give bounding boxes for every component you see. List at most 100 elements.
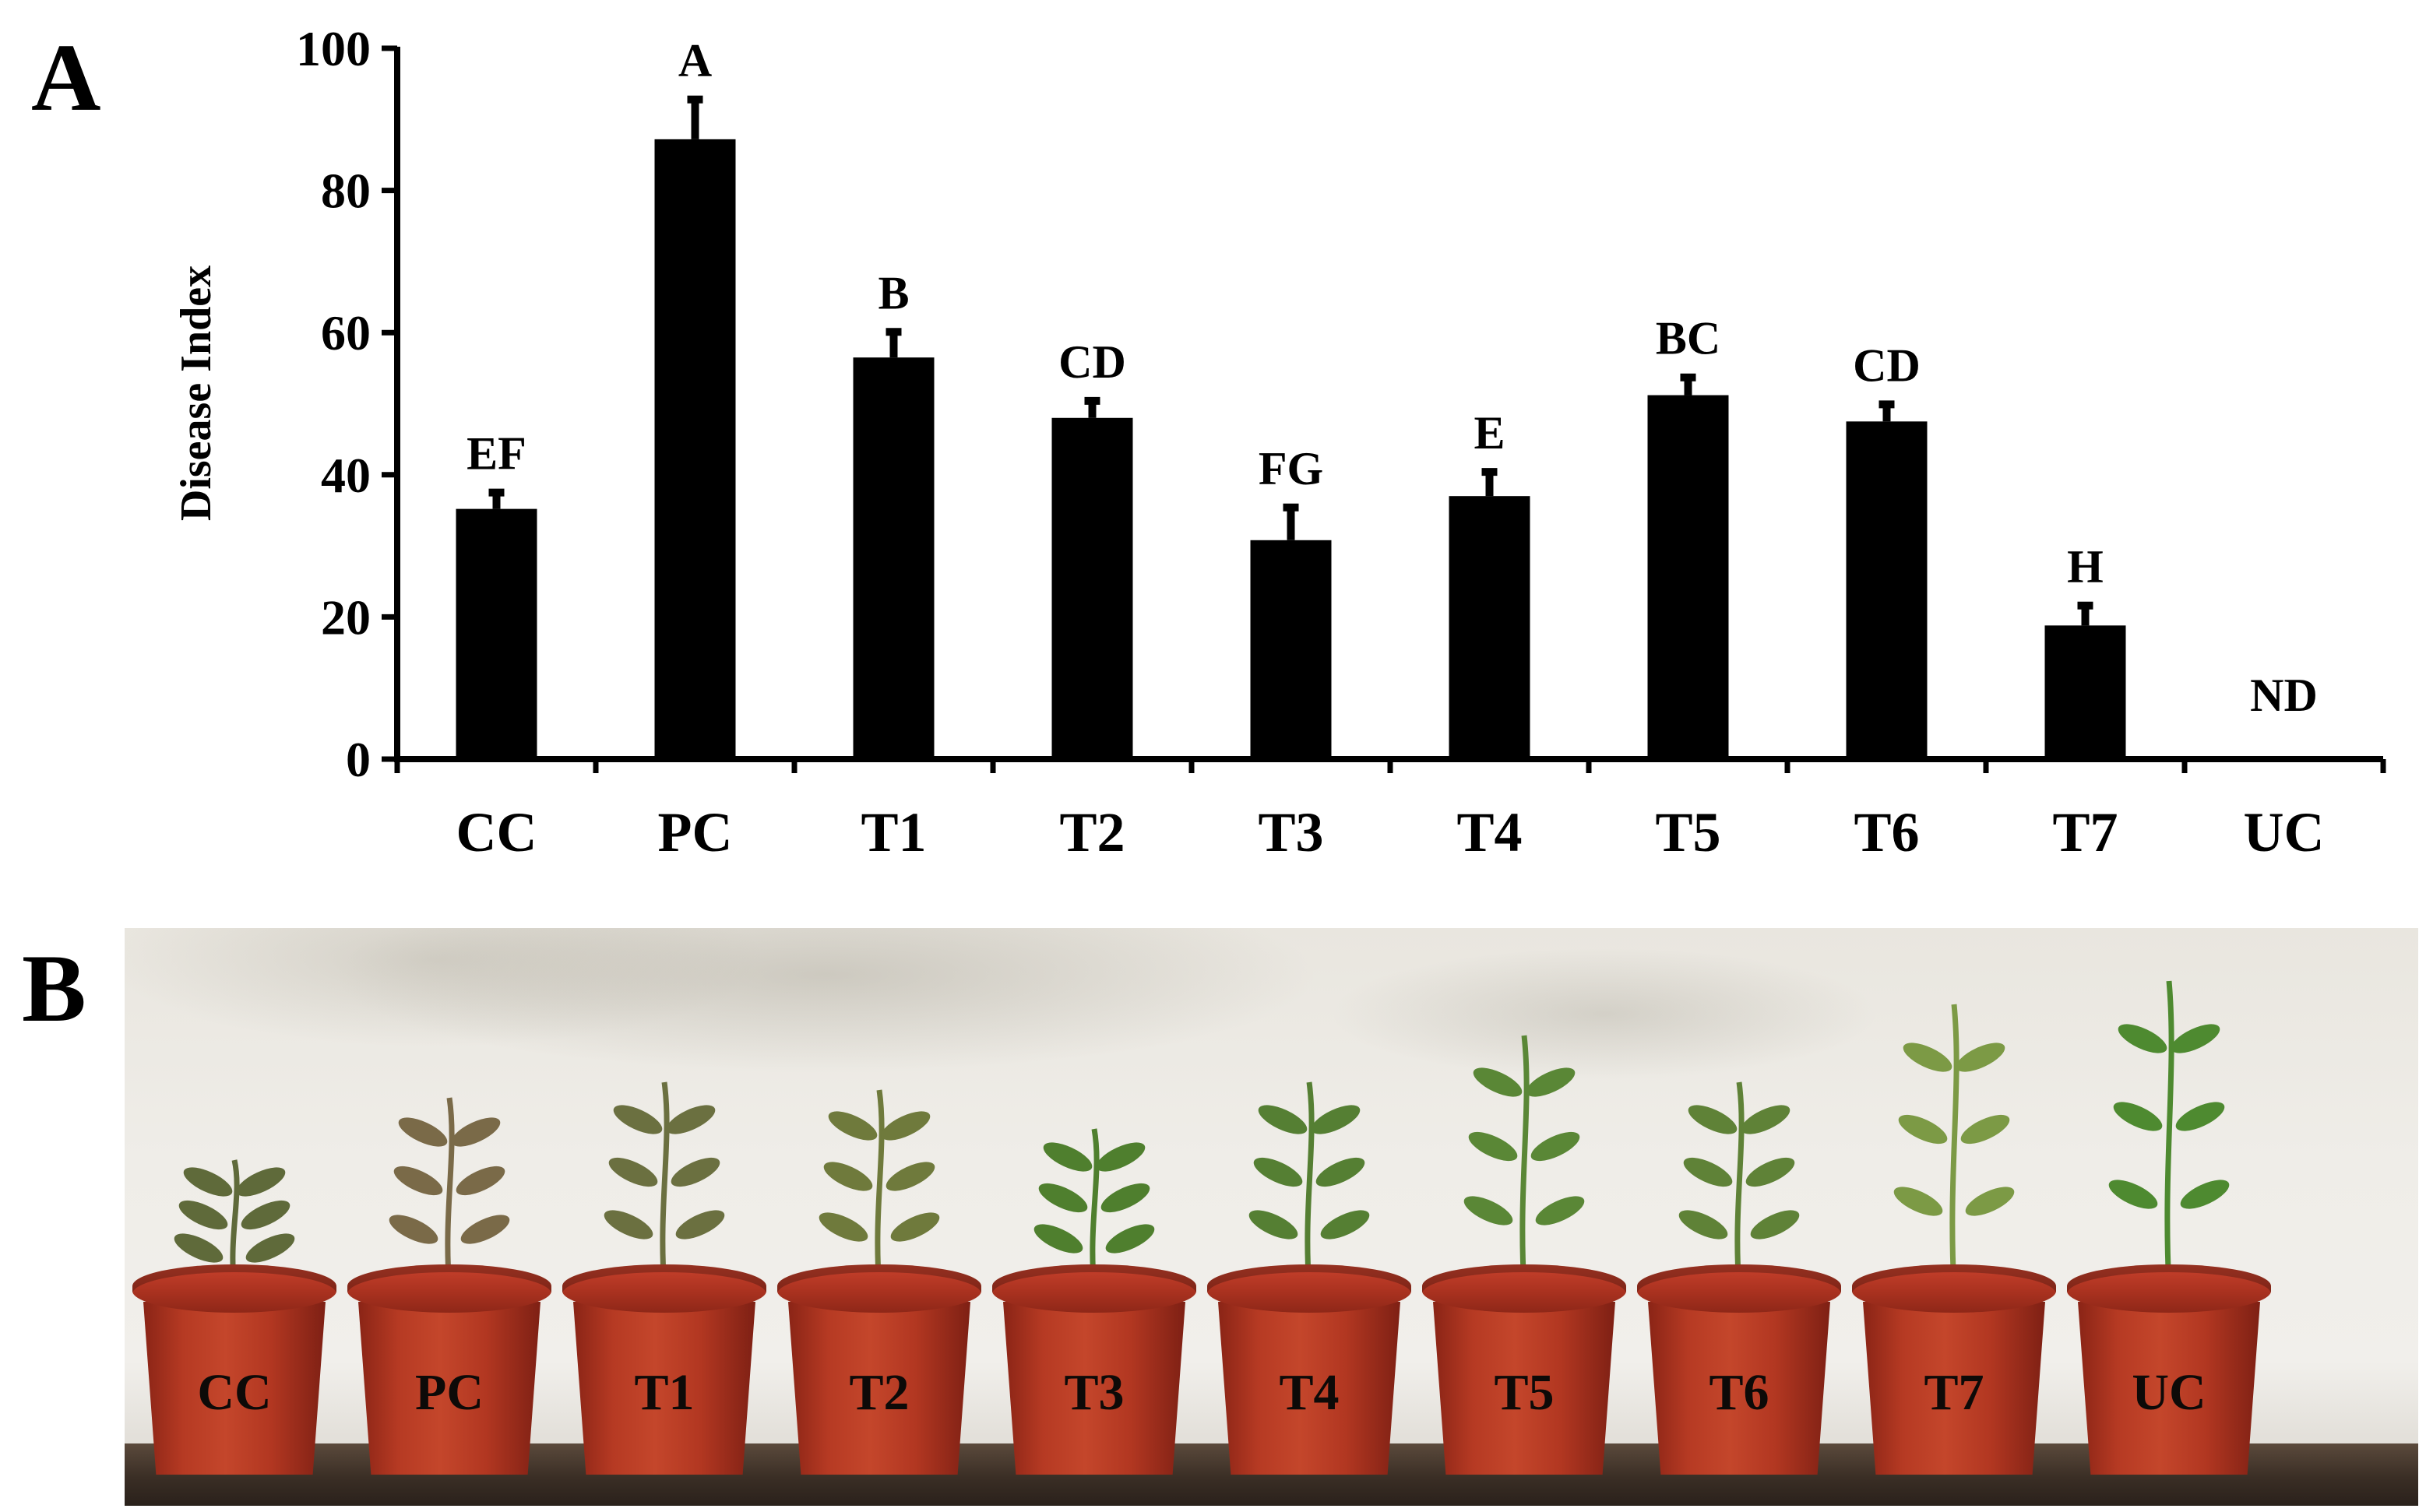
plant-leaf: [1463, 1196, 1513, 1225]
plant-leaf: [1100, 1183, 1150, 1213]
plant-leaf: [245, 1233, 295, 1263]
plant-leaf: [393, 1166, 443, 1196]
plant-leaf: [456, 1166, 505, 1196]
y-tick-label: 80: [321, 164, 371, 219]
plant: [1463, 1035, 1585, 1289]
pot-label: T5: [1494, 1364, 1555, 1421]
y-tick-label: 100: [296, 21, 371, 76]
plant-leaf: [1248, 1210, 1298, 1239]
plant-leaf: [1468, 1131, 1518, 1162]
bar: [853, 357, 935, 759]
plant-leaf: [1105, 1224, 1155, 1254]
plant-leaf: [451, 1117, 501, 1147]
x-axis: CC PC T1 T2 T3 T4 T5 T6 T7 UC: [394, 756, 2386, 863]
plant-leaf: [671, 1157, 720, 1187]
plant-leaf: [608, 1157, 658, 1187]
pot-body: [788, 1302, 970, 1475]
pot-body: [1003, 1302, 1185, 1475]
pot-t3: T3: [992, 1128, 1196, 1475]
bars: EF A B CD FG E BC CD H ND: [456, 35, 2318, 759]
plant-leaf: [2175, 1102, 2225, 1131]
pot-rim: [777, 1264, 981, 1313]
bar: [654, 139, 736, 759]
pot-t2: T2: [777, 1089, 981, 1475]
plant-leaf: [2171, 1024, 2220, 1053]
plant: [1678, 1081, 1800, 1289]
pot-body: [1648, 1302, 1830, 1475]
significance-label: BC: [1656, 313, 1720, 364]
pot-label: T2: [849, 1364, 910, 1421]
pot-rim: [1637, 1264, 1841, 1313]
plant-stem: [445, 1097, 455, 1289]
plant-leaf: [178, 1200, 228, 1230]
plant-leaf: [819, 1212, 868, 1242]
x-tick-label: T2: [1059, 801, 1125, 863]
plant-leaf: [1678, 1210, 1728, 1239]
panel-b-label: B: [22, 935, 86, 1042]
x-tick-label: T3: [1258, 801, 1323, 863]
y-tick-label: 40: [321, 448, 371, 503]
plant-leaf: [174, 1233, 224, 1263]
x-tick-label: UC: [2244, 801, 2325, 863]
plant-leaf: [460, 1215, 510, 1244]
plant: [389, 1097, 510, 1289]
plant-leaf: [1741, 1105, 1790, 1134]
plant-leaf: [823, 1162, 873, 1191]
plant-leaf: [1965, 1187, 2015, 1216]
significance-label: H: [2067, 541, 2104, 592]
plant-leaf: [604, 1210, 653, 1239]
plant-leaf: [2118, 1024, 2167, 1053]
pot-label: T1: [634, 1364, 695, 1421]
plant-leaf: [1535, 1196, 1585, 1225]
pot-rim: [1422, 1264, 1626, 1313]
plant-leaf: [2180, 1180, 2230, 1209]
pot-label: CC: [197, 1364, 272, 1421]
plant-leaf: [389, 1215, 438, 1244]
plant: [2108, 980, 2230, 1289]
significance-label: A: [678, 35, 712, 86]
plant-leaf: [828, 1111, 878, 1141]
pot-t4: T4: [1207, 1081, 1411, 1475]
pot-body: [358, 1302, 540, 1475]
pot-t6: T6: [1637, 1081, 1841, 1475]
plant-leaf: [675, 1210, 725, 1239]
significance-label: CD: [1853, 339, 1921, 391]
plant-leaf: [613, 1105, 663, 1134]
x-tick-label: CC: [456, 801, 537, 863]
plant-leaf: [2108, 1180, 2158, 1209]
plant-leaf: [241, 1200, 290, 1230]
plant-leaf: [1096, 1142, 1146, 1172]
significance-label: B: [878, 267, 909, 318]
bar: [1051, 417, 1133, 759]
pot-pc: PC: [347, 1097, 551, 1475]
x-tick-label: T6: [1854, 801, 1919, 863]
plant-leaf: [1253, 1157, 1303, 1187]
pot-label: T7: [1924, 1364, 1984, 1421]
pot-label: T3: [1064, 1364, 1125, 1421]
y-tick-label: 60: [321, 305, 371, 360]
pot-label: PC: [415, 1364, 484, 1421]
plant-leaf: [881, 1111, 931, 1141]
plant-stem: [2164, 980, 2174, 1289]
pot-rim: [562, 1264, 766, 1313]
pot-rim: [132, 1264, 336, 1313]
pot-body: [573, 1302, 755, 1475]
significance-label: EF: [467, 428, 526, 480]
plant-leaf: [1688, 1105, 1738, 1134]
plant-leaf: [183, 1167, 233, 1197]
x-tick-label: T7: [2052, 801, 2118, 863]
plant-stem: [1734, 1081, 1745, 1289]
plant-leaf: [1320, 1210, 1370, 1239]
pot-t7: T7: [1852, 1004, 2056, 1475]
plant-leaf: [1311, 1105, 1361, 1134]
pot-cc: CC: [132, 1159, 336, 1475]
plant-leaf: [1530, 1131, 1580, 1162]
plant-stem: [1305, 1081, 1315, 1289]
plant-leaf: [666, 1105, 716, 1134]
plant: [1033, 1128, 1155, 1289]
x-tick-label: T1: [861, 801, 926, 863]
pot-rim: [1207, 1264, 1411, 1313]
y-tick-label: 20: [321, 589, 371, 645]
significance-label: ND: [2250, 670, 2318, 721]
